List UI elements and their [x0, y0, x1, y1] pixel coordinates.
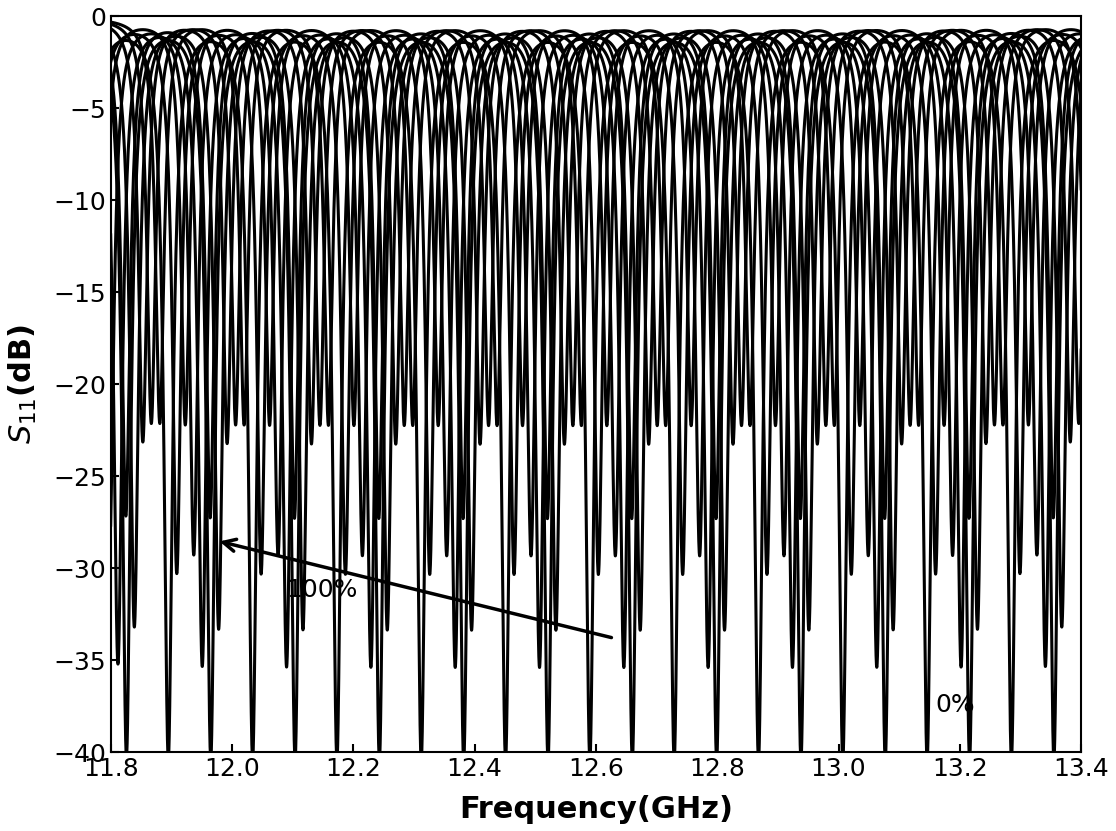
Y-axis label: $S_{11}$(dB): $S_{11}$(dB): [7, 324, 39, 445]
Text: 100%: 100%: [287, 578, 358, 602]
X-axis label: Frequency(GHz): Frequency(GHz): [459, 795, 733, 824]
Text: 0%: 0%: [935, 693, 975, 717]
